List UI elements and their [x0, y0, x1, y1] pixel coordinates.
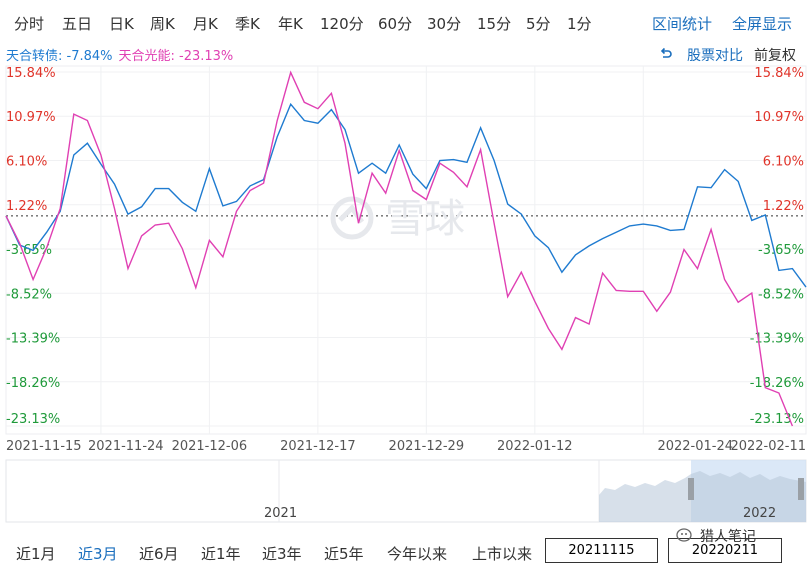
tab-120min[interactable]: 120分 — [320, 15, 364, 33]
x-tick-label: 2021-11-24 — [88, 439, 164, 454]
price-comparison-chart[interactable]: 雪球 15.84% 15.84% 10.97% 10.97% 6.10% 6.10% 1.2… — [0, 0, 808, 530]
tab-monthly-k[interactable]: 月K — [193, 15, 218, 33]
tab-30min[interactable]: 30分 — [427, 15, 462, 33]
y-tick-label-right: -23.13% — [750, 412, 804, 427]
range-tab-1y[interactable]: 近1年 — [201, 545, 241, 563]
tab-quarterly-k[interactable]: 季K — [235, 15, 260, 33]
wechat-icon — [676, 528, 692, 542]
navigator-handle-right — [798, 478, 804, 500]
tab-15min[interactable]: 15分 — [477, 15, 512, 33]
y-tick-label-right: 6.10% — [763, 154, 804, 169]
range-tab-ytd[interactable]: 今年以来 — [387, 545, 448, 563]
range-navigator[interactable] — [5, 459, 807, 523]
y-tick-label-right: -18.26% — [750, 376, 804, 391]
range-tabs: 近1月 近3月 近6月 近1年 近3年 近5年 今年以来 上市以来 — [0, 530, 808, 568]
y-tick-label-left: -13.39% — [6, 332, 60, 347]
x-tick-label: 2022-02-11 — [730, 439, 806, 454]
y-tick-label-left: -8.52% — [6, 287, 52, 302]
snowball-logo-icon — [330, 196, 374, 240]
range-tab-since-listing[interactable]: 上市以来 — [472, 545, 533, 563]
fullscreen-button[interactable]: 全屏显示 — [732, 15, 793, 33]
range-tab-5y[interactable]: 近5年 — [324, 545, 364, 563]
range-tab-3m[interactable]: 近3月 — [78, 545, 118, 563]
y-tick-label-left: -3.65% — [6, 243, 52, 258]
navigator-year-2022: 2022 — [743, 506, 777, 521]
stock-compare-link[interactable]: 股票对比 — [687, 48, 743, 64]
x-tick-label: 2021-11-15 — [6, 439, 82, 454]
y-tick-label-right: -8.52% — [758, 287, 804, 302]
end-date-input[interactable]: 20220211 — [668, 538, 782, 563]
range-tab-3y[interactable]: 近3年 — [262, 545, 302, 563]
tab-daily-k[interactable]: 日K — [109, 15, 134, 33]
chart-grid — [5, 65, 807, 435]
tab-timeshare[interactable]: 分时 — [14, 15, 45, 33]
tab-weekly-k[interactable]: 周K — [150, 15, 175, 33]
legend-entry-stock: 天合光能: -23.13% — [118, 49, 234, 64]
series-line-1 — [5, 102, 807, 288]
x-tick-label: 2021-12-17 — [280, 439, 356, 454]
plot-frame — [5, 65, 807, 435]
series-line-2 — [5, 70, 794, 427]
x-tick-label: 2022-01-12 — [497, 439, 573, 454]
y-tick-label-right: 1.22% — [763, 199, 804, 214]
y-tick-label-left: 6.10% — [6, 154, 47, 169]
y-tick-label-right: -13.39% — [750, 332, 804, 347]
interval-stats-button[interactable]: 区间统计 — [652, 15, 713, 33]
x-tick-label: 2021-12-29 — [389, 439, 465, 454]
y-tick-label-left: -23.13% — [6, 412, 60, 427]
navigator-year-2021: 2021 — [264, 506, 298, 521]
y-tick-label-right: -3.65% — [758, 243, 804, 258]
y-tick-label-right: 15.84% — [754, 66, 804, 81]
navigator-area — [599, 471, 806, 522]
y-tick-label-left: 1.22% — [6, 199, 47, 214]
tab-5day[interactable]: 五日 — [62, 15, 93, 33]
chart-legend: 天合转债: -7.84% 天合光能: -23.13% — [6, 45, 233, 64]
tab-5min[interactable]: 5分 — [526, 15, 551, 33]
watermark-text: 雪球 — [385, 196, 465, 242]
x-tick-label: 2022-01-24 — [657, 439, 733, 454]
forward-adjust-toggle[interactable]: 前复权 — [754, 48, 796, 64]
y-tick-label-right: 10.97% — [754, 110, 804, 125]
x-tick-label: 2021-12-06 — [172, 439, 248, 454]
range-tab-1m[interactable]: 近1月 — [16, 545, 56, 563]
y-tick-label-left: 10.97% — [6, 110, 56, 125]
tab-1min[interactable]: 1分 — [567, 15, 592, 33]
undo-icon[interactable] — [659, 47, 673, 61]
legend-entry-convertible-bond: 天合转债: -7.84% — [6, 49, 113, 64]
period-tabs: 分时 五日 日K 周K 月K 季K 年K 120分 60分 30分 15分 5分… — [0, 0, 808, 44]
range-tab-6m[interactable]: 近6月 — [139, 545, 179, 563]
navigator-handle-left — [688, 478, 694, 500]
footer-watermark-text: 猎人笔记 — [700, 529, 756, 545]
tab-yearly-k[interactable]: 年K — [278, 15, 303, 33]
tab-60min[interactable]: 60分 — [378, 15, 413, 33]
start-date-input[interactable]: 20211115 — [545, 538, 658, 563]
y-tick-label-left: 15.84% — [6, 66, 56, 81]
y-tick-label-left: -18.26% — [6, 376, 60, 391]
